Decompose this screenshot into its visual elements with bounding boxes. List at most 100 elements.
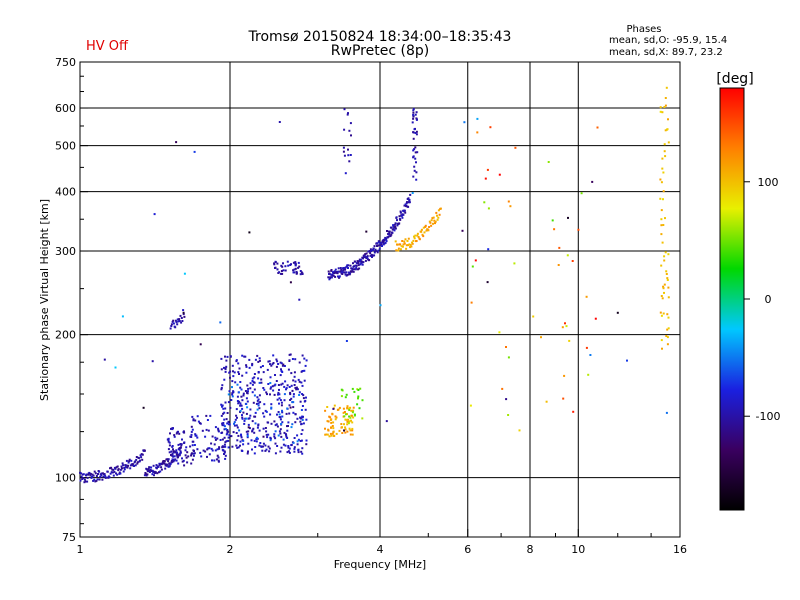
data-point [167, 458, 170, 461]
data-point [353, 265, 356, 268]
data-point [247, 442, 250, 445]
hv-status-label: HV Off [86, 39, 129, 54]
data-point [204, 450, 207, 453]
data-point [282, 363, 285, 366]
data-point [111, 471, 114, 474]
data-point [281, 382, 284, 385]
data-point [359, 263, 362, 266]
data-point [255, 436, 258, 439]
data-point [328, 278, 331, 281]
data-point [476, 131, 479, 134]
data-point [412, 109, 415, 112]
data-point [664, 129, 667, 132]
data-point [242, 439, 245, 442]
data-point [254, 422, 257, 425]
x-tick-label: 16 [673, 543, 687, 556]
data-point [389, 234, 392, 237]
axis-ticks: 1 2 4 6 8 10 16 75 100 200 300 400 500 600 750 [55, 56, 687, 556]
data-point [270, 386, 273, 389]
data-point [258, 407, 261, 410]
data-point [401, 245, 404, 248]
data-point [97, 473, 99, 475]
data-point [184, 449, 187, 452]
data-point [666, 328, 669, 331]
data-point [247, 423, 250, 426]
data-point [434, 222, 436, 225]
data-point [370, 250, 373, 252]
data-point [411, 242, 414, 245]
data-point [342, 269, 345, 272]
data-point [362, 257, 364, 260]
data-point [409, 246, 412, 249]
data-point [220, 387, 223, 389]
data-point [345, 418, 348, 421]
data-point [164, 467, 167, 470]
data-point [208, 447, 211, 450]
data-point [267, 433, 270, 436]
data-point [346, 420, 349, 423]
data-point [294, 380, 297, 383]
data-point [220, 403, 223, 406]
chart-subtitle: RwPretec (8p) [331, 43, 429, 59]
data-point [326, 420, 329, 423]
data-point [561, 326, 564, 329]
data-point [343, 271, 346, 274]
data-point [216, 454, 219, 457]
data-point [204, 435, 207, 438]
data-point [223, 428, 226, 431]
y-tick-label: 200 [55, 329, 76, 342]
data-point [130, 459, 133, 462]
data-point [221, 404, 224, 407]
data-point [346, 423, 349, 426]
data-point [190, 454, 193, 457]
data-point [330, 421, 333, 424]
data-point [365, 252, 368, 255]
data-point [89, 474, 92, 477]
data-point [278, 121, 281, 123]
data-point [169, 432, 171, 435]
data-point [205, 414, 208, 417]
data-point [270, 403, 273, 406]
data-point [281, 371, 284, 373]
data-point [142, 406, 145, 409]
data-point [182, 311, 185, 314]
data-point [350, 414, 353, 417]
data-point [368, 259, 371, 262]
data-point [408, 198, 411, 201]
data-point [274, 383, 277, 386]
x-tick-label: 4 [377, 543, 384, 556]
data-point [157, 465, 160, 468]
data-point [354, 268, 357, 271]
data-point [89, 472, 92, 475]
data-point [104, 474, 107, 477]
data-point [663, 255, 666, 258]
data-point [303, 369, 306, 372]
data-point [413, 237, 416, 240]
data-point [254, 358, 257, 361]
data-point [86, 480, 89, 483]
data-point [177, 456, 179, 458]
data-point [225, 418, 228, 421]
data-point [487, 248, 490, 251]
data-point [165, 464, 168, 467]
data-point [221, 422, 224, 425]
data-point [192, 419, 195, 422]
data-point [227, 439, 230, 442]
data-point [277, 363, 280, 365]
data-point [344, 396, 347, 399]
data-point [163, 460, 166, 463]
data-point [278, 397, 281, 400]
data-point [344, 418, 347, 421]
data-point [253, 439, 256, 442]
data-point [226, 355, 229, 358]
data-point [393, 223, 396, 226]
data-point [401, 240, 404, 242]
data-point [202, 449, 205, 452]
data-point [253, 452, 256, 455]
data-point [665, 273, 668, 275]
data-point [293, 384, 296, 386]
data-point [372, 247, 375, 250]
data-point [257, 423, 260, 426]
data-point [175, 453, 178, 456]
data-point [241, 450, 244, 452]
